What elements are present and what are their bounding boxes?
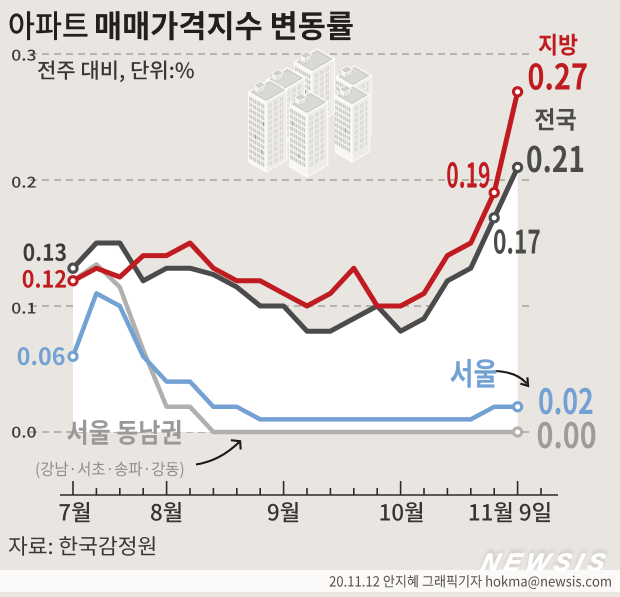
svg-text:NEWSIS: NEWSIS: [479, 549, 614, 577]
svg-text:NEWSIS: NEWSIS: [479, 546, 614, 574]
